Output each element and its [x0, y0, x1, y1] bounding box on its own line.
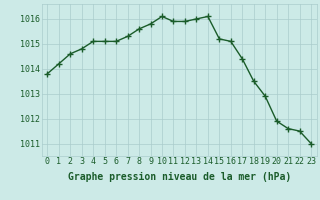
- X-axis label: Graphe pression niveau de la mer (hPa): Graphe pression niveau de la mer (hPa): [68, 172, 291, 182]
